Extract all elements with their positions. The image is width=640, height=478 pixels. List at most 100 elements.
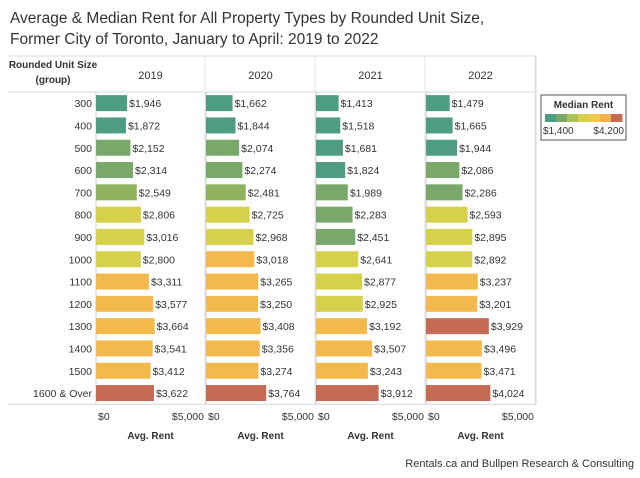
bar [316, 162, 345, 178]
bar [426, 340, 482, 356]
bar-value-label: $3,016 [146, 232, 178, 244]
panel-header-year: 2020 [248, 70, 272, 82]
bar-value-label: $2,877 [364, 277, 396, 289]
bar-value-label: $1,989 [350, 187, 382, 199]
bar-value-label: $2,283 [355, 210, 387, 222]
bar-value-label: $2,925 [365, 299, 397, 311]
bar [206, 340, 260, 356]
x-tick-label: $5,000 [502, 411, 534, 423]
bar [316, 363, 368, 379]
bar [96, 318, 155, 334]
bar [96, 385, 154, 401]
bar-value-label: $1,946 [129, 98, 161, 110]
bar [206, 296, 258, 312]
bar [96, 184, 137, 200]
legend-max-label: $4,200 [593, 126, 624, 137]
bar [96, 296, 153, 312]
row-axis-title-line-2: (group) [36, 75, 71, 86]
legend-color-segment [556, 114, 568, 122]
bar [426, 162, 459, 178]
bar [206, 140, 239, 156]
bar-value-label: $1,413 [341, 98, 373, 110]
bar [316, 318, 367, 334]
bar [316, 296, 363, 312]
bar [96, 229, 144, 245]
bar [316, 340, 372, 356]
bar [96, 162, 133, 178]
bar [426, 385, 490, 401]
bar-value-label: $1,844 [238, 120, 270, 132]
bar-value-label: $1,479 [452, 98, 484, 110]
bar [206, 385, 266, 401]
bar-value-label: $3,507 [374, 343, 406, 355]
bar [426, 274, 478, 290]
bar [426, 296, 477, 312]
bar [206, 363, 258, 379]
category-label: 900 [74, 232, 92, 244]
bar-value-label: $2,549 [139, 187, 171, 199]
bar-value-label: $3,192 [369, 321, 401, 333]
bar [206, 117, 236, 133]
bar [206, 95, 233, 111]
panel-header-year: 2022 [468, 70, 492, 82]
bar [316, 140, 343, 156]
bar [316, 184, 348, 200]
bar [206, 318, 261, 334]
row-axis-title-line-1: Rounded Unit Size [9, 60, 98, 71]
bar-value-label: $3,622 [156, 388, 188, 400]
x-tick-label: $0 [98, 411, 110, 423]
bar [316, 274, 362, 290]
legend-color-segment [611, 114, 623, 122]
bar-value-label: $3,412 [153, 366, 185, 378]
panel-header-year: 2021 [358, 70, 382, 82]
category-label: 700 [74, 187, 92, 199]
category-label: 500 [74, 143, 92, 155]
bar-value-label: $1,662 [235, 98, 267, 110]
bar-value-label: $3,408 [263, 321, 295, 333]
bar-value-label: $2,800 [143, 254, 175, 266]
bar [426, 251, 472, 267]
bar-value-label: $2,895 [474, 232, 506, 244]
bar-value-label: $3,243 [370, 366, 402, 378]
bar-value-label: $1,872 [128, 120, 160, 132]
bar-value-label: $3,577 [155, 299, 187, 311]
bar [206, 207, 250, 223]
bar-value-label: $2,286 [465, 187, 497, 199]
bar-value-label: $3,471 [484, 366, 516, 378]
legend-color-segment [567, 114, 579, 122]
bar [316, 229, 355, 245]
bar-value-label: $2,152 [132, 143, 164, 155]
category-label: 1400 [69, 343, 93, 355]
x-tick-label: $0 [208, 411, 220, 423]
bar-value-label: $2,892 [474, 254, 506, 266]
bar-value-label: $3,929 [491, 321, 523, 333]
bar [316, 251, 358, 267]
bar [96, 340, 153, 356]
bar [96, 363, 151, 379]
category-label: 1200 [69, 299, 93, 311]
bar [96, 95, 127, 111]
bar [96, 207, 141, 223]
bar [426, 140, 457, 156]
legend-color-segment [589, 114, 601, 122]
bar [96, 140, 130, 156]
bar [206, 162, 242, 178]
bar-value-label: $1,944 [459, 143, 491, 155]
bar-value-label: $2,074 [241, 143, 273, 155]
bar [426, 95, 450, 111]
category-label: 400 [74, 120, 92, 132]
bar-value-label: $1,665 [455, 120, 487, 132]
bar-chart: Rounded Unit Size(group)3004005006007008… [0, 0, 640, 478]
bar-value-label: $2,593 [469, 210, 501, 222]
bar-value-label: $1,681 [345, 143, 377, 155]
bar-value-label: $3,018 [256, 254, 288, 266]
legend-color-segment [578, 114, 590, 122]
bar-value-label: $3,496 [484, 343, 516, 355]
x-axis-title: Avg. Rent [127, 431, 174, 442]
bar-value-label: $1,824 [347, 165, 379, 177]
bar-value-label: $3,201 [479, 299, 511, 311]
bar-value-label: $3,250 [260, 299, 292, 311]
bar-value-label: $3,764 [268, 388, 300, 400]
category-label: 1000 [69, 254, 93, 266]
legend-title: Median Rent [554, 100, 614, 111]
